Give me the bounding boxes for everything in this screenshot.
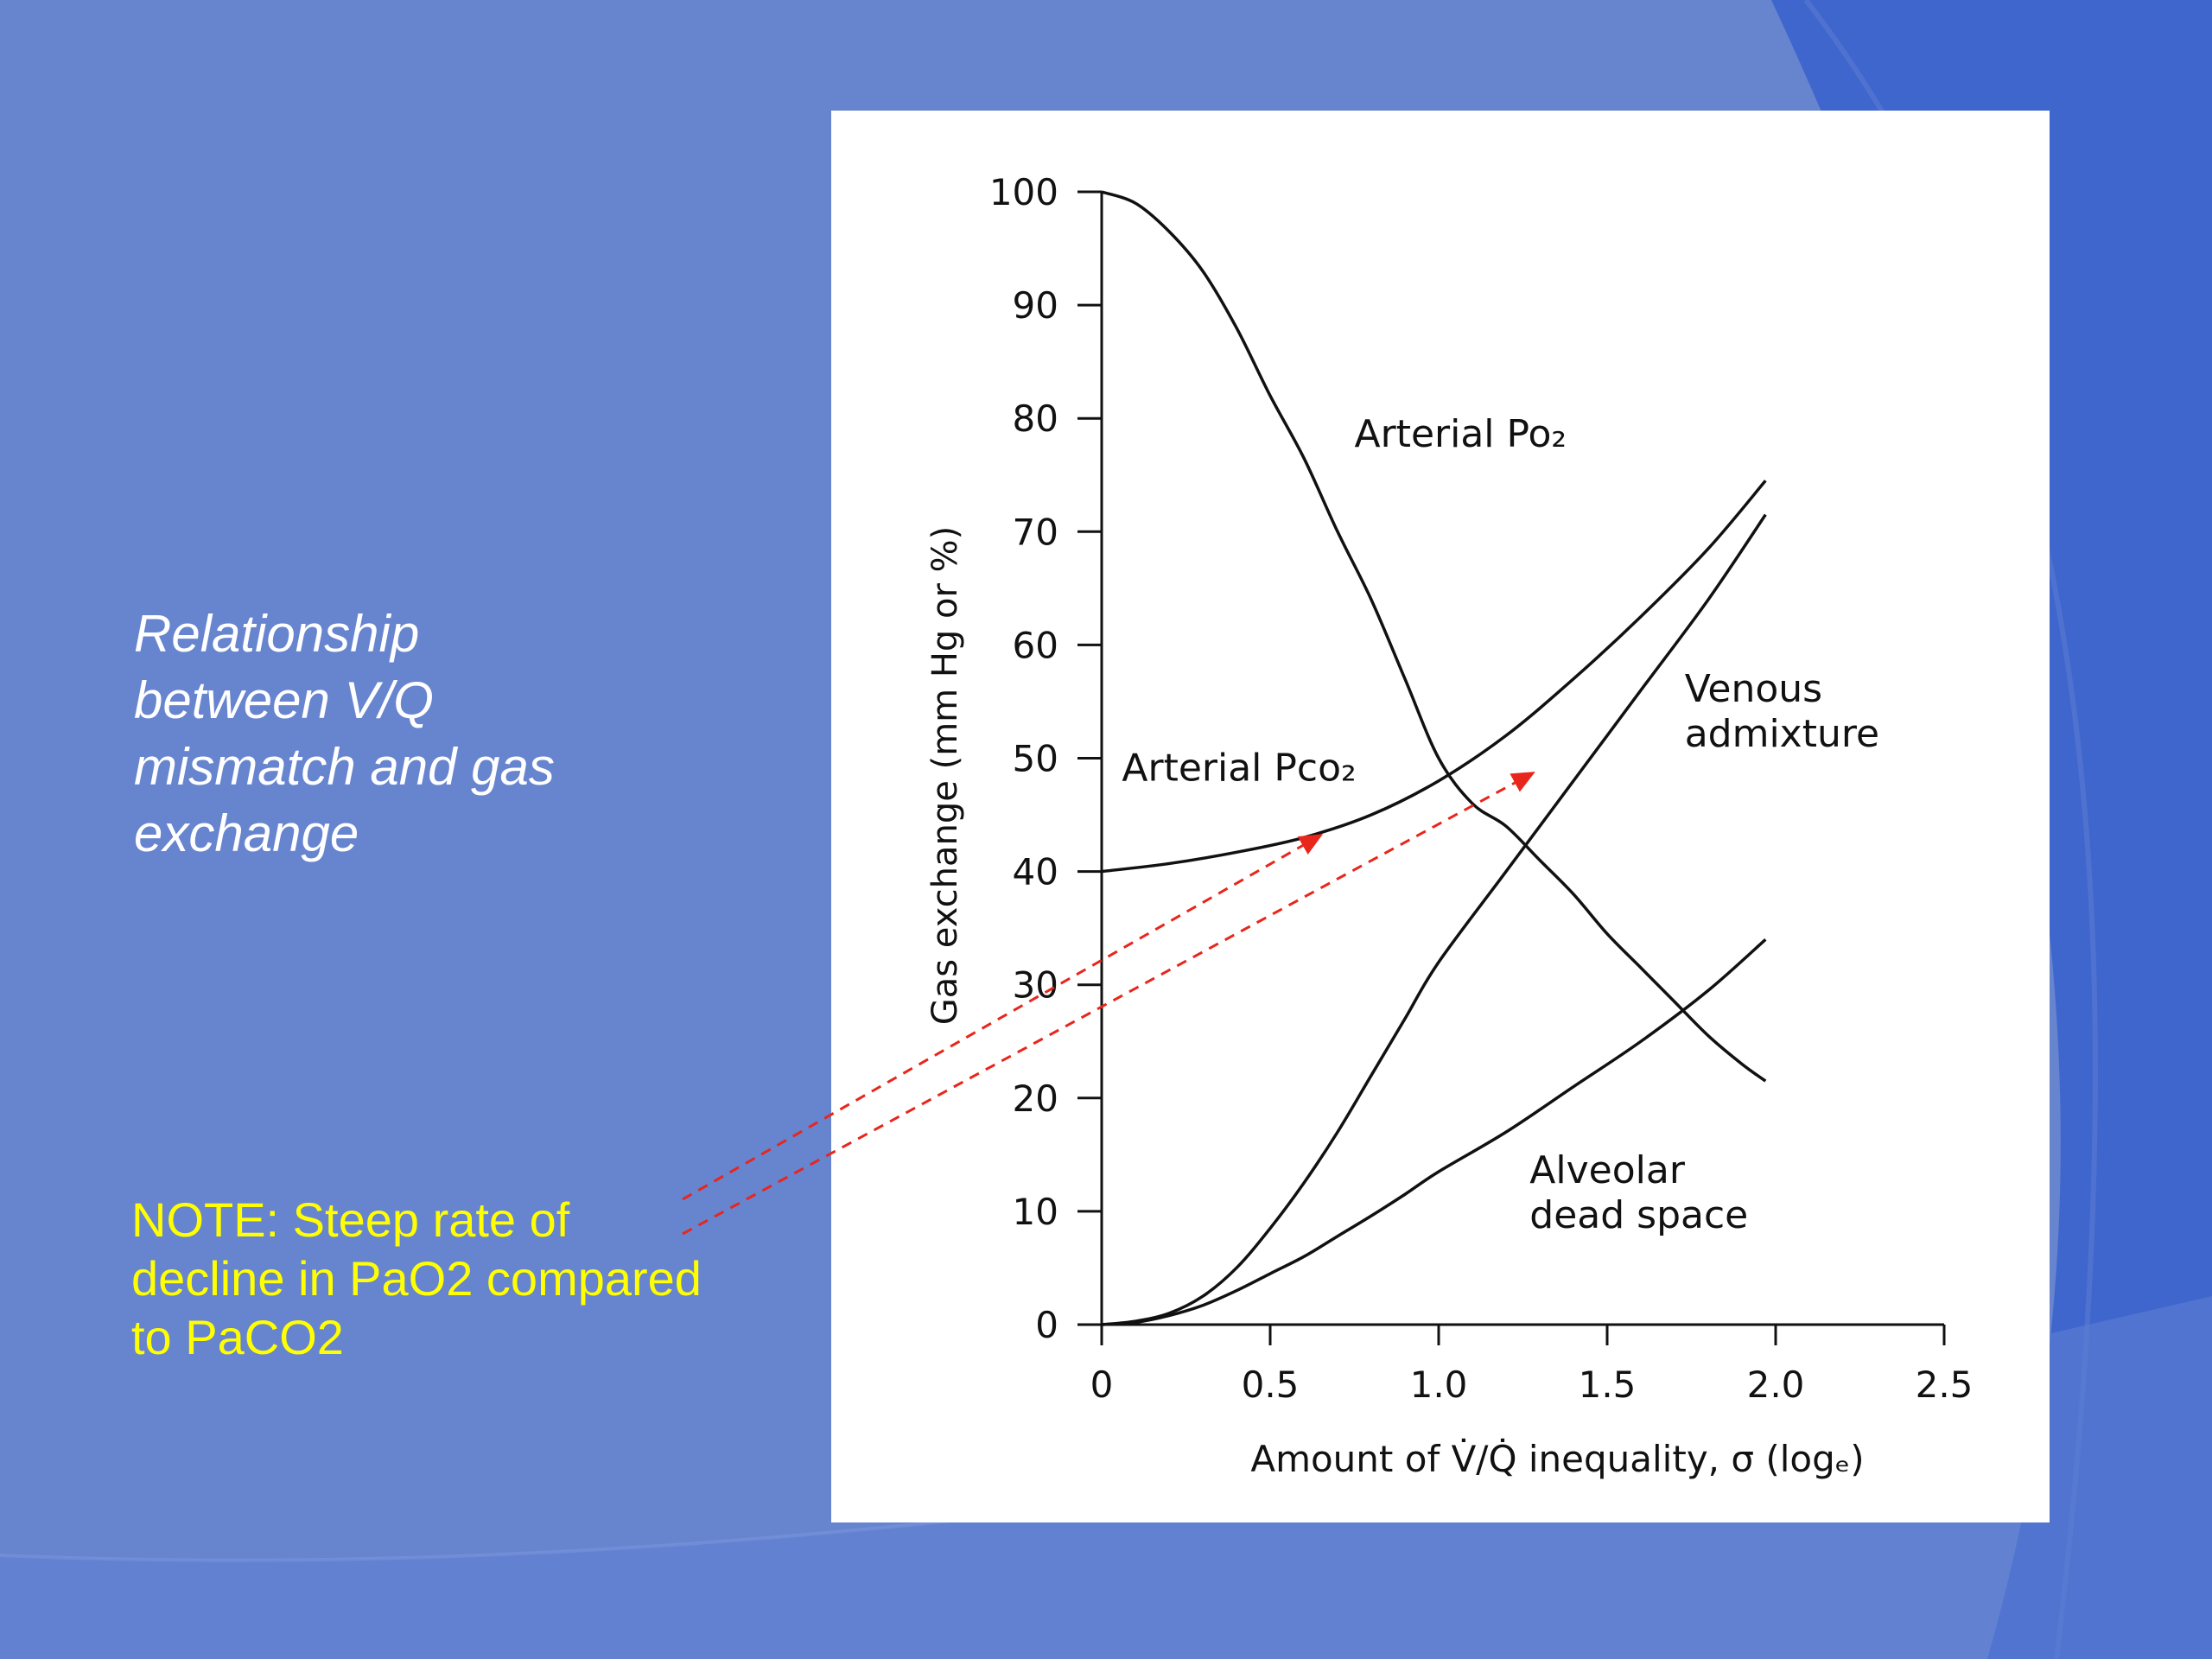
curve-label-line: Arterial Po₂ (1355, 412, 1567, 456)
curve-label-1: Arterial Pco₂ (1122, 747, 1356, 791)
y-tick-label: 100 (989, 171, 1058, 213)
series-line-0 (1101, 190, 1767, 1083)
y-tick-label: 90 (1013, 284, 1058, 327)
gas-exchange-chart: 0 10 20 30 40 50 60 70 80 90 100 0 0.5 1.0 1.5 2.0 2.5 G… (925, 171, 1974, 1480)
y-tick-label: 40 (1013, 851, 1058, 893)
y-tick-label: 30 (1013, 964, 1058, 1007)
y-tick-label: 70 (1013, 511, 1058, 553)
x-tick-label: 2.0 (1747, 1363, 1805, 1406)
curve-label-line: dead space (1529, 1193, 1748, 1237)
note-text: NOTE: Steep rate of decline in PaO2 comp… (131, 1191, 753, 1367)
note-line: decline in PaO2 compared (131, 1251, 702, 1306)
y-axis-label: Gas exchange (mm Hg or %) (925, 526, 965, 1026)
x-axis-label: Amount of V̇/Q̇ inequality, σ (logₑ) (1250, 1438, 1864, 1480)
chart-panel: 0 10 20 30 40 50 60 70 80 90 100 0 0.5 1.0 1.5 2.0 2.5 G… (831, 111, 2050, 1522)
y-tick-label: 0 (1035, 1304, 1058, 1346)
note-line: to PaCO2 (131, 1310, 344, 1364)
x-tick-label: 2.5 (1916, 1363, 1974, 1406)
caption-line: Relationship (134, 605, 420, 663)
series-line-3 (1101, 938, 1767, 1326)
caption-line: mismatch and gas (134, 738, 555, 796)
curve-label-line: Arterial Pco₂ (1122, 747, 1356, 791)
x-tick-label: 0.5 (1242, 1363, 1300, 1406)
curve-label-line: Venous (1685, 667, 1822, 711)
curve-label-line: admixture (1685, 712, 1879, 756)
caption-line: between V/Q (134, 671, 434, 729)
y-tick-label: 20 (1013, 1077, 1058, 1120)
y-tick-label: 80 (1013, 397, 1058, 440)
curve-label-line: Alveolar (1529, 1148, 1686, 1192)
x-tick-label: 1.0 (1410, 1363, 1468, 1406)
x-tick-label: 1.5 (1579, 1363, 1637, 1406)
note-line: NOTE: Steep rate of (131, 1192, 570, 1247)
x-tick-label: 0 (1090, 1363, 1114, 1406)
series-line-1 (1101, 480, 1767, 874)
y-tick-label: 50 (1013, 738, 1058, 780)
chart-labels: Gas exchange (mm Hg or %) Amount of V̇/Q̇… (925, 412, 1879, 1480)
caption-line: exchange (134, 804, 359, 862)
y-tick-label: 10 (1013, 1191, 1058, 1233)
curve-label-0: Arterial Po₂ (1355, 412, 1567, 456)
y-tick-label: 60 (1013, 624, 1058, 666)
slide-caption: Relationship between V/Q mismatch and ga… (134, 601, 670, 867)
